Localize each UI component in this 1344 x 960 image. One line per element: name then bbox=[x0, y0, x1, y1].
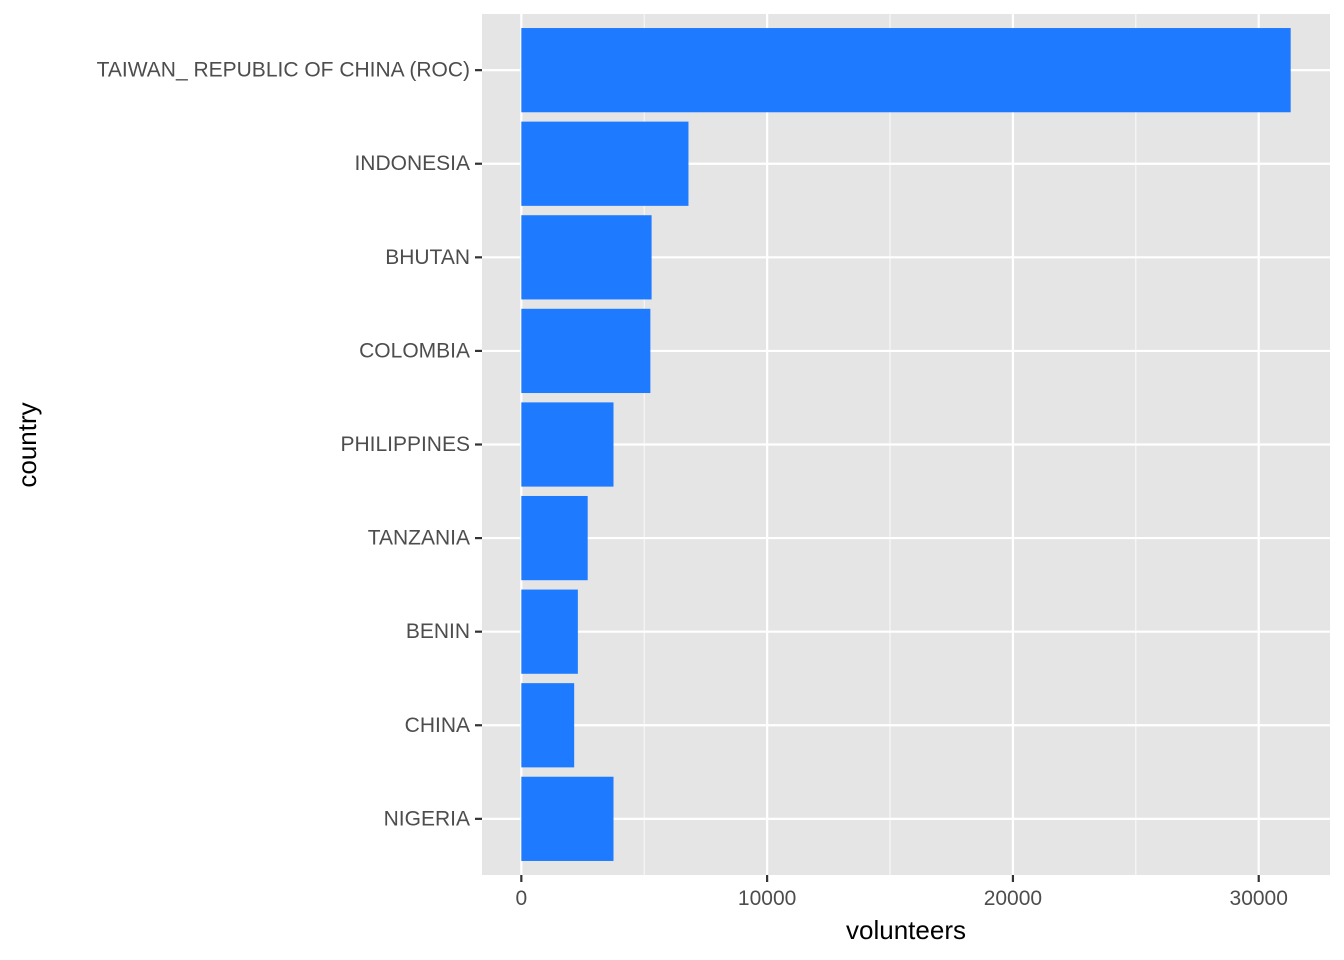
bar bbox=[521, 121, 689, 206]
bar bbox=[521, 28, 1291, 113]
bar bbox=[521, 683, 575, 768]
x-tick-label: 10000 bbox=[738, 887, 796, 910]
y-tick-label: PHILIPPINES bbox=[340, 433, 470, 456]
y-tick-label: BHUTAN bbox=[385, 246, 470, 269]
bar bbox=[521, 495, 588, 581]
y-tick-label: CHINA bbox=[405, 714, 470, 737]
x-axis-title: volunteers bbox=[846, 915, 966, 945]
y-tick-label: BENIN bbox=[406, 620, 470, 643]
y-tick-label: TAIWAN_ REPUBLIC OF CHINA (ROC) bbox=[97, 59, 470, 82]
bar bbox=[521, 402, 614, 487]
y-tick-label: COLOMBIA bbox=[359, 339, 470, 362]
bars bbox=[521, 28, 1291, 861]
y-tick-label: NIGERIA bbox=[384, 807, 470, 830]
x-axis: 0 10000 20000 30000 bbox=[515, 875, 1288, 910]
bar bbox=[521, 776, 614, 861]
y-axis: TAIWAN_ REPUBLIC OF CHINA (ROC) INDONESIA… bbox=[97, 59, 482, 830]
bar bbox=[521, 589, 578, 674]
bar bbox=[521, 215, 652, 300]
x-tick-label: 20000 bbox=[984, 887, 1042, 910]
x-tick-label: 0 bbox=[515, 887, 527, 910]
y-tick-label: INDONESIA bbox=[354, 152, 470, 175]
y-tick-label: TANZANIA bbox=[368, 527, 470, 550]
y-axis-title: country bbox=[12, 402, 42, 487]
x-tick-label: 30000 bbox=[1230, 887, 1288, 910]
bar bbox=[521, 308, 651, 394]
